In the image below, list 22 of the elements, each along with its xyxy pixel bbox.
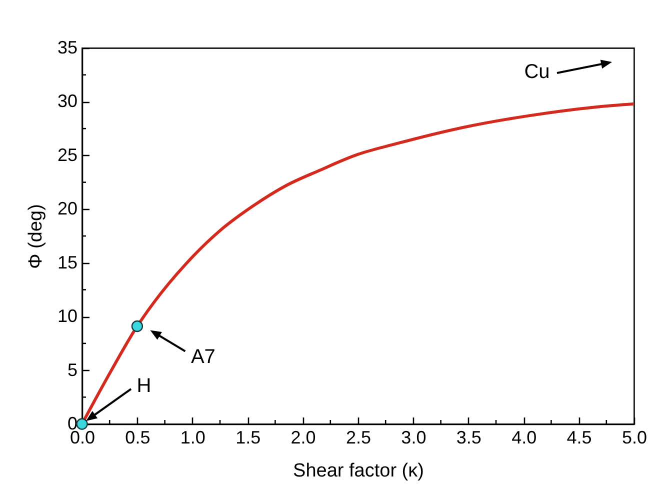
x-tick-label: 0.5 bbox=[125, 428, 150, 448]
x-tick-label: 2.0 bbox=[290, 428, 316, 448]
x-tick-label: 1.5 bbox=[236, 428, 261, 448]
y-tick-label: 30 bbox=[57, 91, 78, 112]
annotation: Cu bbox=[524, 61, 550, 83]
x-tick-label: 2.5 bbox=[346, 428, 372, 448]
x-tick-label: 4.0 bbox=[512, 428, 537, 448]
annotation: A7 bbox=[190, 346, 216, 368]
x-tick-label: 5.0 bbox=[622, 428, 648, 448]
y-axis-title: Φ (deg) bbox=[25, 204, 46, 269]
y-tick-label: 35 bbox=[57, 38, 78, 58]
x-tick-label: 1.0 bbox=[180, 428, 206, 448]
x-tick-label: 4.5 bbox=[566, 428, 592, 448]
y-tick-label: 20 bbox=[57, 198, 78, 219]
x-tick-label: 3.0 bbox=[401, 428, 426, 448]
y-tick-label: 15 bbox=[57, 252, 78, 272]
y-tick-label: 10 bbox=[57, 306, 78, 326]
annotation: H bbox=[136, 375, 152, 397]
y-tick-label: 25 bbox=[57, 144, 78, 165]
x-axis-title: Shear factor (κ) bbox=[293, 460, 424, 482]
y-tick-label: 5 bbox=[67, 360, 78, 380]
x-tick-label: 3.5 bbox=[456, 428, 482, 448]
